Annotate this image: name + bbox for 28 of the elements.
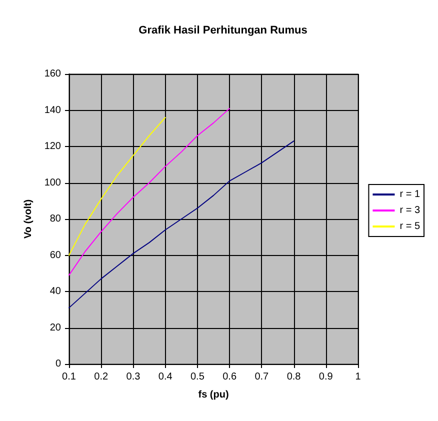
x-tick-label: 0.3 (126, 372, 141, 382)
x-tick-label: 0.5 (190, 372, 205, 382)
legend-label: r = 3 (400, 205, 420, 216)
y-tick-label: 80 (50, 214, 62, 224)
x-tick-label: 0.4 (158, 372, 173, 382)
x-tick-label: 0.7 (254, 372, 270, 382)
chart-title: Grafik Hasil Perhitungan Rumus (138, 24, 308, 36)
y-axis-title: Vo (volt) (22, 199, 34, 239)
y-tick-label: 60 (50, 250, 62, 261)
legend-label: r = 1 (400, 189, 420, 200)
legend-label: r = 5 (400, 221, 420, 232)
y-tick-label: 100 (44, 177, 62, 188)
y-tick-label: 160 (44, 68, 62, 80)
x-tick-label: 0.2 (94, 372, 108, 382)
x-tick-label: 0.8 (286, 372, 302, 382)
y-tick-label: 40 (50, 286, 62, 297)
x-axis-title: fs (pu) (198, 390, 229, 400)
x-tick-label: 0.6 (222, 372, 237, 382)
x-tick-label: 0.1 (62, 372, 76, 382)
line-series (68, 117, 166, 256)
y-tick-label: 20 (50, 322, 62, 334)
x-tick-label: 0.9 (318, 372, 334, 382)
line-series (68, 140, 294, 308)
line-series (68, 108, 230, 276)
y-tick-label: 0 (55, 358, 62, 370)
x-tick-label: 1 (355, 372, 362, 382)
y-tick-label: 140 (44, 104, 62, 116)
y-tick-label: 120 (44, 141, 62, 152)
